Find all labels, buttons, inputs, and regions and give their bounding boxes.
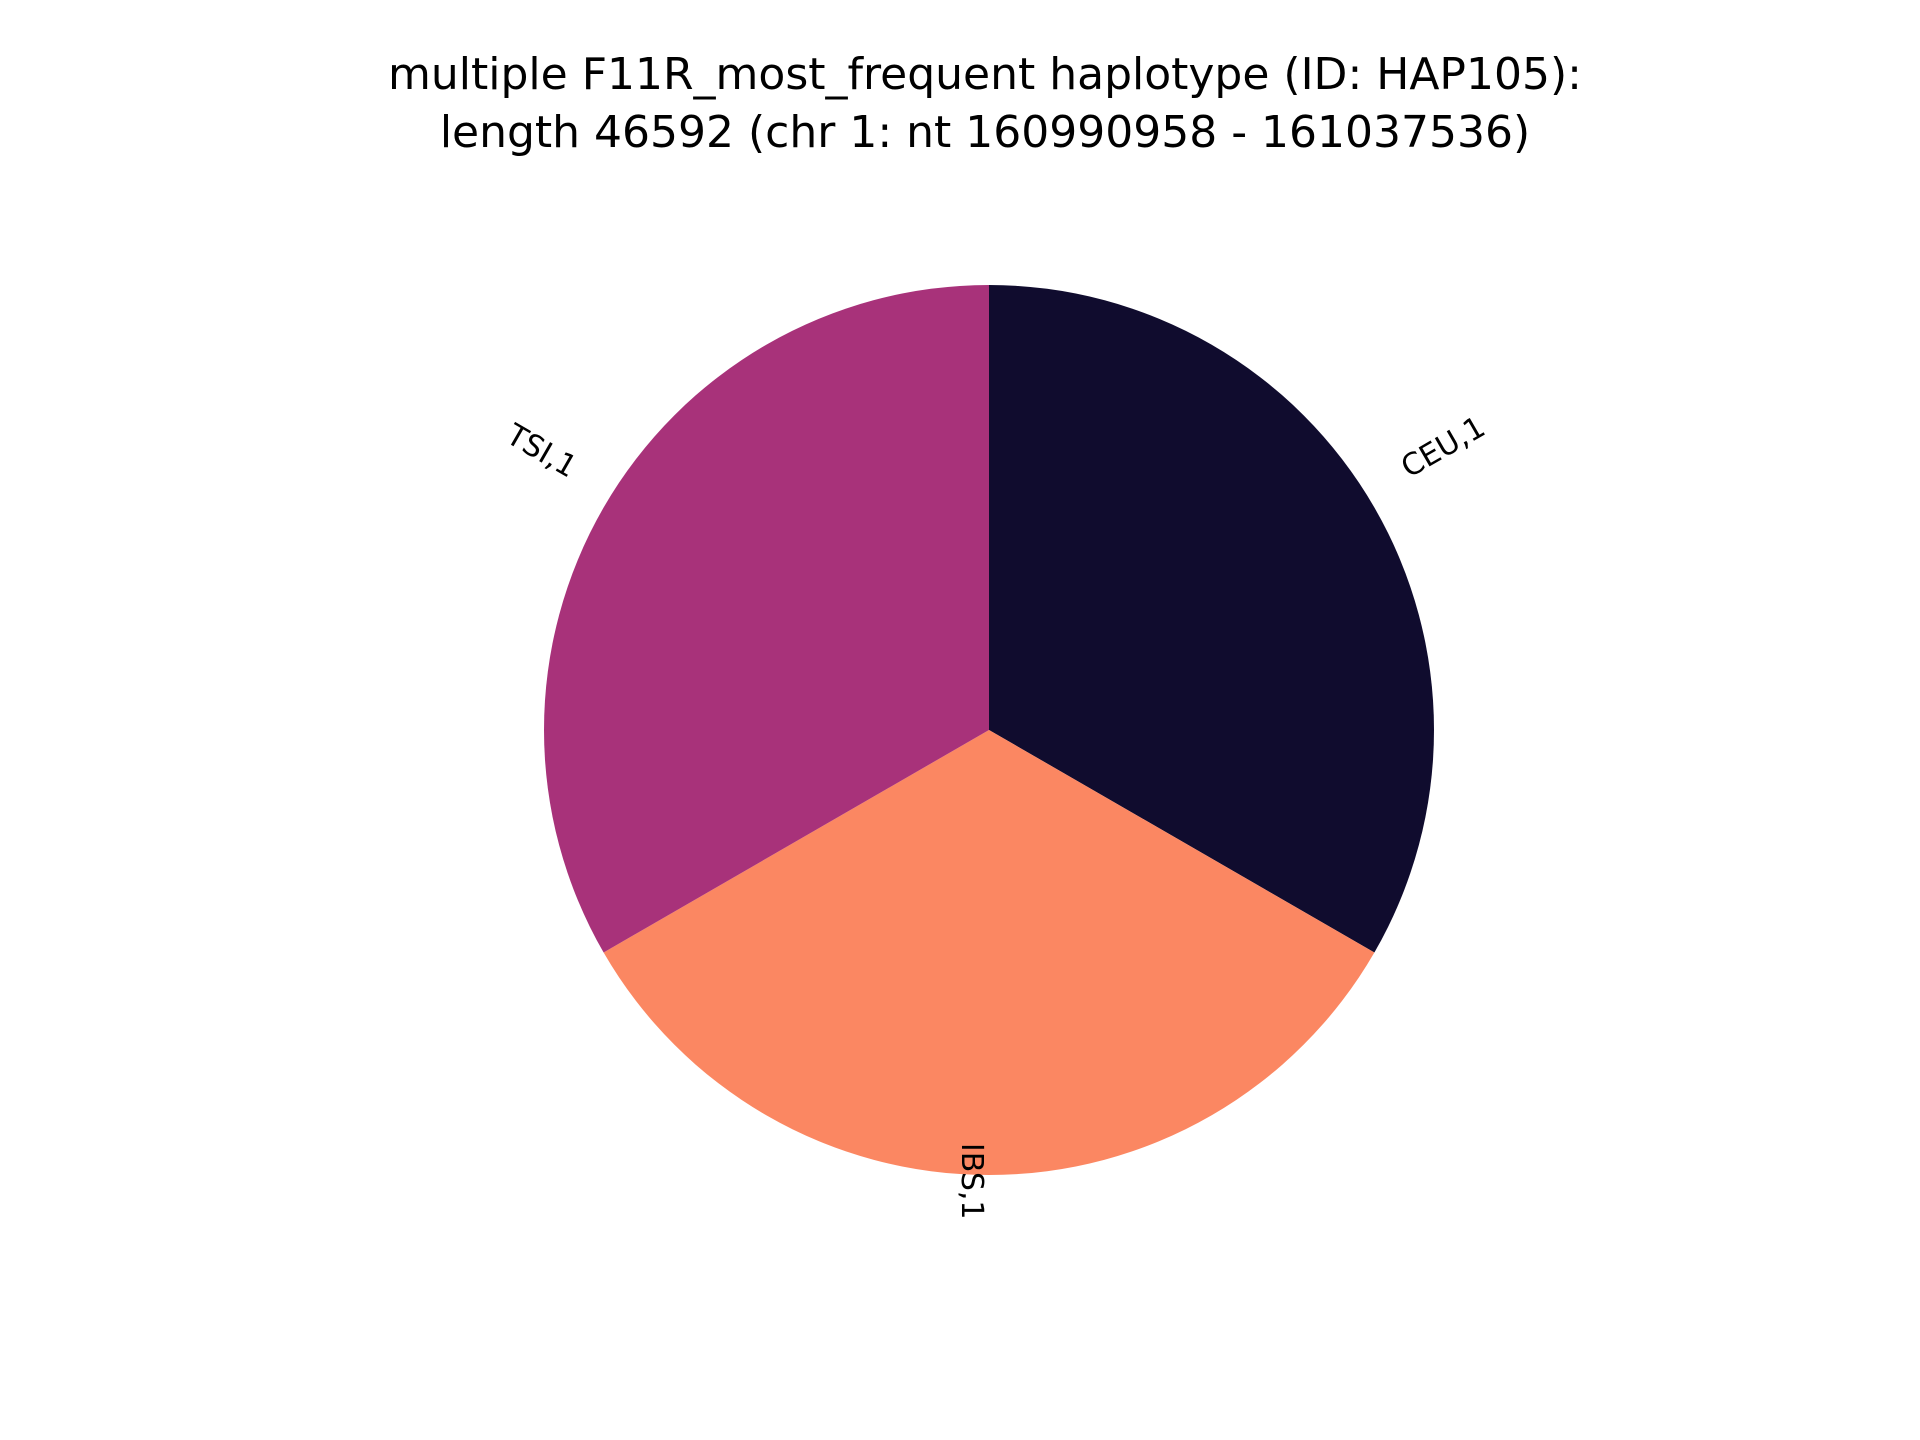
- chart-subtitle: length 46592 (chr 1: nt 160990958 - 1610…: [440, 107, 1530, 158]
- pie-slice-tsi: [544, 285, 989, 953]
- chart-title: multiple F11R_most_frequent haplotype (I…: [388, 49, 1582, 100]
- slice-label-ibs: IBS,1: [954, 1143, 989, 1220]
- pie-slice-ibs: [603, 730, 1375, 1175]
- pie-slices: [544, 285, 1434, 1175]
- pie-slice-ceu: [989, 285, 1434, 953]
